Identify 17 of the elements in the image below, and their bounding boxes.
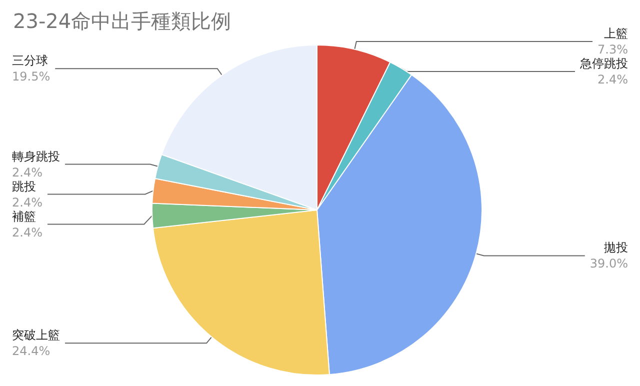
data-label: 2.4% [12,195,42,210]
data-label: 2.4% [12,225,42,240]
slice-label: 三分球 [12,54,48,68]
data-label: 24.4% [12,344,50,358]
slice-label: 補籃 [12,209,36,224]
chart-title: 23-24命中出手種類比例 [13,9,232,33]
slice-label: 拋投 [604,240,628,255]
slice-label: 跳投 [12,179,36,194]
slice-label: 急停跳投 [579,56,628,71]
data-label: 2.4% [12,165,42,180]
slice-label: 突破上籃 [12,328,60,342]
slice-label: 轉身跳投 [12,149,60,164]
data-label: 19.5% [12,70,50,84]
data-label: 39.0% [590,256,628,271]
data-label: 2.4% [598,72,628,87]
slice-label: 上籃 [604,26,628,41]
data-label: 7.3% [598,42,628,57]
